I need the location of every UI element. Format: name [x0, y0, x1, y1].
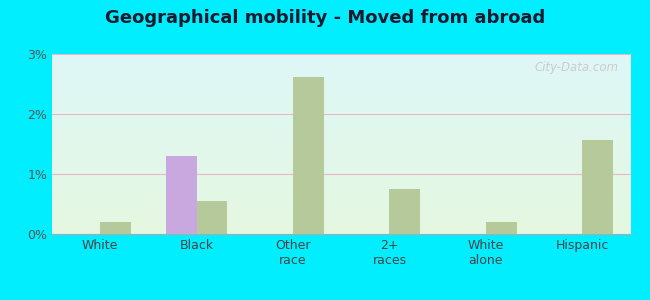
- Bar: [100, 222, 131, 234]
- Legend: Brownsville, TN, Tennessee: Brownsville, TN, Tennessee: [216, 298, 467, 300]
- Bar: [166, 156, 196, 234]
- Bar: [486, 222, 517, 234]
- Bar: [293, 77, 324, 234]
- Text: City-Data.com: City-Data.com: [535, 61, 619, 74]
- Bar: [389, 189, 421, 234]
- Bar: [582, 140, 613, 234]
- Bar: [196, 201, 227, 234]
- Text: Geographical mobility - Moved from abroad: Geographical mobility - Moved from abroa…: [105, 9, 545, 27]
